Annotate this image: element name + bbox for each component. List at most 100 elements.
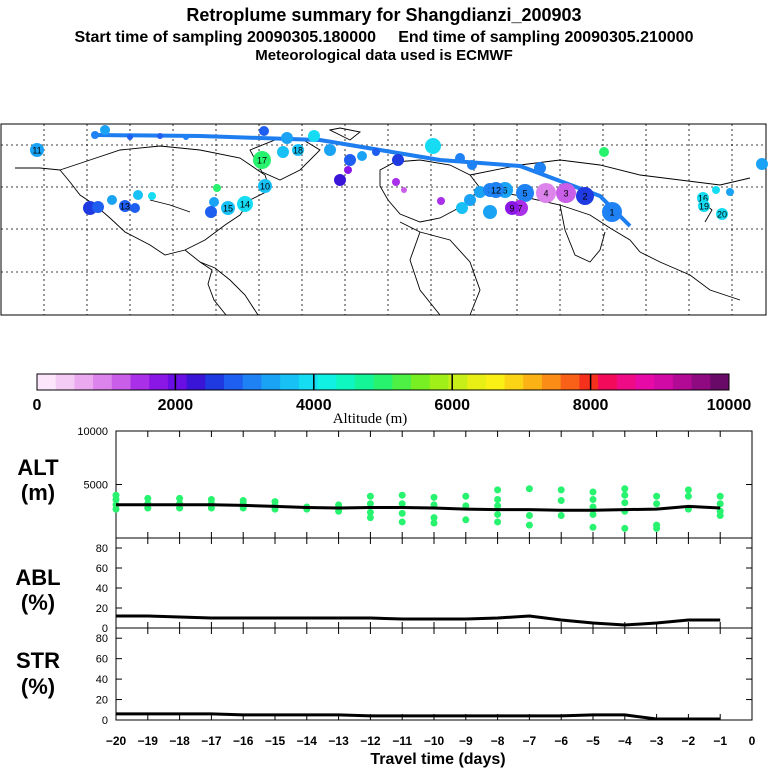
altitude-cluster-point [271, 498, 279, 506]
trajectory-marker-label: 2 [582, 192, 587, 202]
altitude-cluster-point [589, 510, 597, 518]
altitude-cluster-point [525, 485, 533, 493]
str-series-line [116, 712, 721, 721]
plume-cluster-marker [213, 184, 221, 192]
altitude-cluster-point [621, 499, 629, 507]
colorbar-tick-label: 8000 [573, 397, 609, 414]
panel-label: ALT [17, 455, 59, 480]
altitude-cluster-point [366, 492, 374, 500]
map-coastline [409, 231, 441, 316]
x-tick-label: −11 [392, 734, 412, 748]
altitude-cluster-point [621, 524, 629, 532]
map-coastline [399, 221, 481, 316]
plume-cluster-marker [92, 201, 104, 213]
colorbar-swatch [111, 374, 132, 390]
panel-y-tick-label: 40 [96, 583, 108, 595]
panel-y-tick-label: 5000 [84, 480, 108, 492]
x-tick-label: −9 [459, 734, 473, 748]
plume-cluster-marker [334, 174, 346, 186]
panel-y-tick-label: 60 [96, 563, 108, 575]
map-coastline [184, 249, 259, 316]
panel-y-tick-label: 20 [96, 603, 108, 615]
altitude-cluster-point [144, 494, 152, 502]
colorbar-swatch [523, 374, 543, 390]
altitude-cluster-point [462, 516, 470, 524]
colorbar-swatch [37, 374, 57, 390]
trajectory-marker-label: 13 [120, 202, 130, 212]
plume-cluster-marker [437, 197, 445, 205]
plume-cluster-marker [308, 130, 320, 142]
altitude-cluster-point [335, 507, 343, 515]
altitude-cluster-point [112, 491, 120, 499]
colorbar-swatch [485, 374, 506, 390]
trajectory-marker-label: 19 [699, 202, 709, 212]
plume-cluster-marker [726, 188, 734, 196]
plume-cluster-marker [455, 153, 465, 163]
plume-cluster-marker [599, 147, 609, 157]
altitude-cluster-point [239, 497, 247, 505]
plume-cluster-marker [516, 184, 534, 202]
altitude-cluster-point [716, 500, 724, 508]
altitude-cluster-point [398, 518, 406, 526]
plume-cluster-marker [392, 154, 404, 166]
panel-label-unit: (m) [21, 480, 55, 505]
map-coastlines [15, 127, 751, 316]
plume-cluster-marker [483, 205, 497, 219]
map-coastline [15, 167, 61, 171]
colorbar-swatch [317, 374, 337, 390]
panel-y-tick-label: 80 [96, 543, 108, 555]
colorbar-swatch [392, 374, 412, 390]
colorbar-swatch [429, 374, 449, 390]
altitude-cluster-point [430, 493, 438, 501]
plume-cluster-marker [130, 203, 140, 213]
colorbar-swatch [710, 374, 730, 390]
plume-cluster-marker [148, 192, 156, 200]
x-tick-label: −16 [233, 734, 254, 748]
colorbar-swatch [635, 374, 655, 390]
plume-cluster-marker [357, 151, 367, 161]
trajectory-path [94, 133, 632, 228]
colorbar-tick-label: 10000 [707, 397, 752, 414]
plume-cluster-marker [698, 200, 710, 212]
plume-cluster-marker [756, 158, 768, 170]
panel-y-tick-label: 0 [102, 715, 108, 727]
abl-series-line [116, 614, 721, 627]
plume-cluster-marker [183, 134, 189, 140]
altitude-cluster-point [621, 491, 629, 499]
colorbar-tick-label: 6000 [434, 397, 470, 414]
plume-cluster-marker [119, 200, 131, 212]
plume-cluster-marker [392, 178, 400, 186]
x-tick-label: −13 [328, 734, 349, 748]
x-tick-label: 0 [749, 734, 756, 748]
altitude-colorbar: 0 2000 4000 6000 8000 10000 [33, 373, 752, 414]
altitude-cluster-point [494, 510, 502, 518]
x-tick-label: −17 [201, 734, 222, 748]
map-coastline [559, 204, 606, 263]
trajectory-marker-label: 4 [543, 189, 548, 199]
altitude-cluster-point [462, 492, 470, 500]
plume-cluster-marker [716, 208, 728, 220]
panel-y-tick-label: 10000 [77, 426, 108, 438]
map-panel: 1234567891011121314151617181920 [0, 123, 768, 316]
colorbar-swatch [448, 374, 468, 390]
plume-cluster-marker [464, 194, 476, 206]
plume-cluster-marker [237, 196, 253, 212]
plume-cluster-marker [91, 131, 99, 139]
colorbar-swatch [654, 374, 674, 390]
altitude-cluster-point [589, 523, 597, 531]
colorbar-tick-label: 2000 [158, 397, 194, 414]
colorbar-swatch [55, 374, 75, 390]
plume-cluster-marker [157, 133, 163, 139]
trajectory-marker-label: 11 [32, 146, 41, 156]
trajectory-marker-label: 6 [502, 186, 507, 196]
trajectory-marker-label: 7 [517, 204, 522, 214]
trajectory-marker-label: 3 [563, 189, 568, 199]
plume-cluster-marker [277, 146, 289, 158]
x-tick-label: −4 [618, 734, 632, 748]
plume-cluster-marker [258, 179, 272, 193]
x-tick-label: −5 [586, 734, 600, 748]
plume-cluster-marker [259, 126, 269, 136]
colorbar-swatch [74, 374, 94, 390]
plume-cluster-marker [127, 134, 133, 140]
